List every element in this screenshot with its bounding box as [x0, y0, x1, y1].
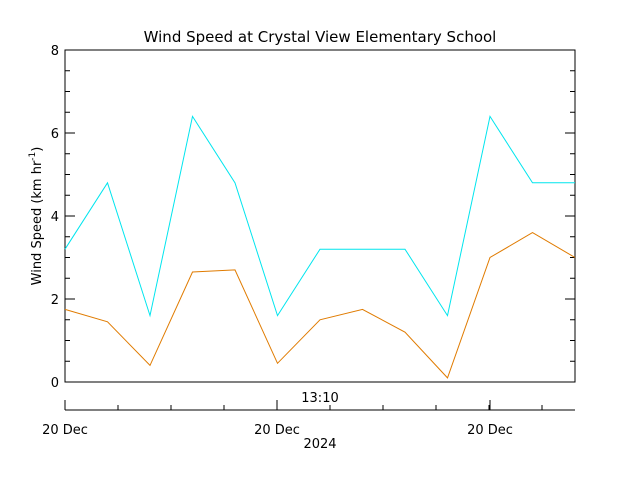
y-tick-label: 0: [51, 376, 59, 391]
plot-frame: [64, 49, 576, 383]
x-year-label: 2024: [303, 437, 336, 452]
y-axis-label-sup: -1: [28, 152, 38, 161]
time-axis-ticks: 20 Dec 20 Dec 20 Dec: [42, 400, 543, 438]
y-tick-label: 6: [51, 127, 59, 142]
y-ticks: 0 2 4 6 8: [51, 44, 575, 391]
series-lines: [64, 115, 576, 379]
y-axis-label-close: ): [30, 147, 45, 152]
x-inner-label: 13:10: [301, 391, 338, 406]
series-line-2: [64, 232, 576, 379]
y-tick-label: 4: [51, 210, 59, 225]
time-tick-label: 20 Dec: [254, 423, 300, 438]
time-tick-label: 20 Dec: [42, 423, 88, 438]
y-axis-label: Wind Speed (km hr-1): [28, 147, 45, 286]
time-tick-label: 20 Dec: [467, 423, 513, 438]
y-tick-label: 2: [51, 293, 59, 308]
series-line-1: [64, 115, 575, 318]
chart-title: Wind Speed at Crystal View Elementary Sc…: [144, 28, 497, 46]
y-tick-label: 8: [51, 44, 59, 59]
